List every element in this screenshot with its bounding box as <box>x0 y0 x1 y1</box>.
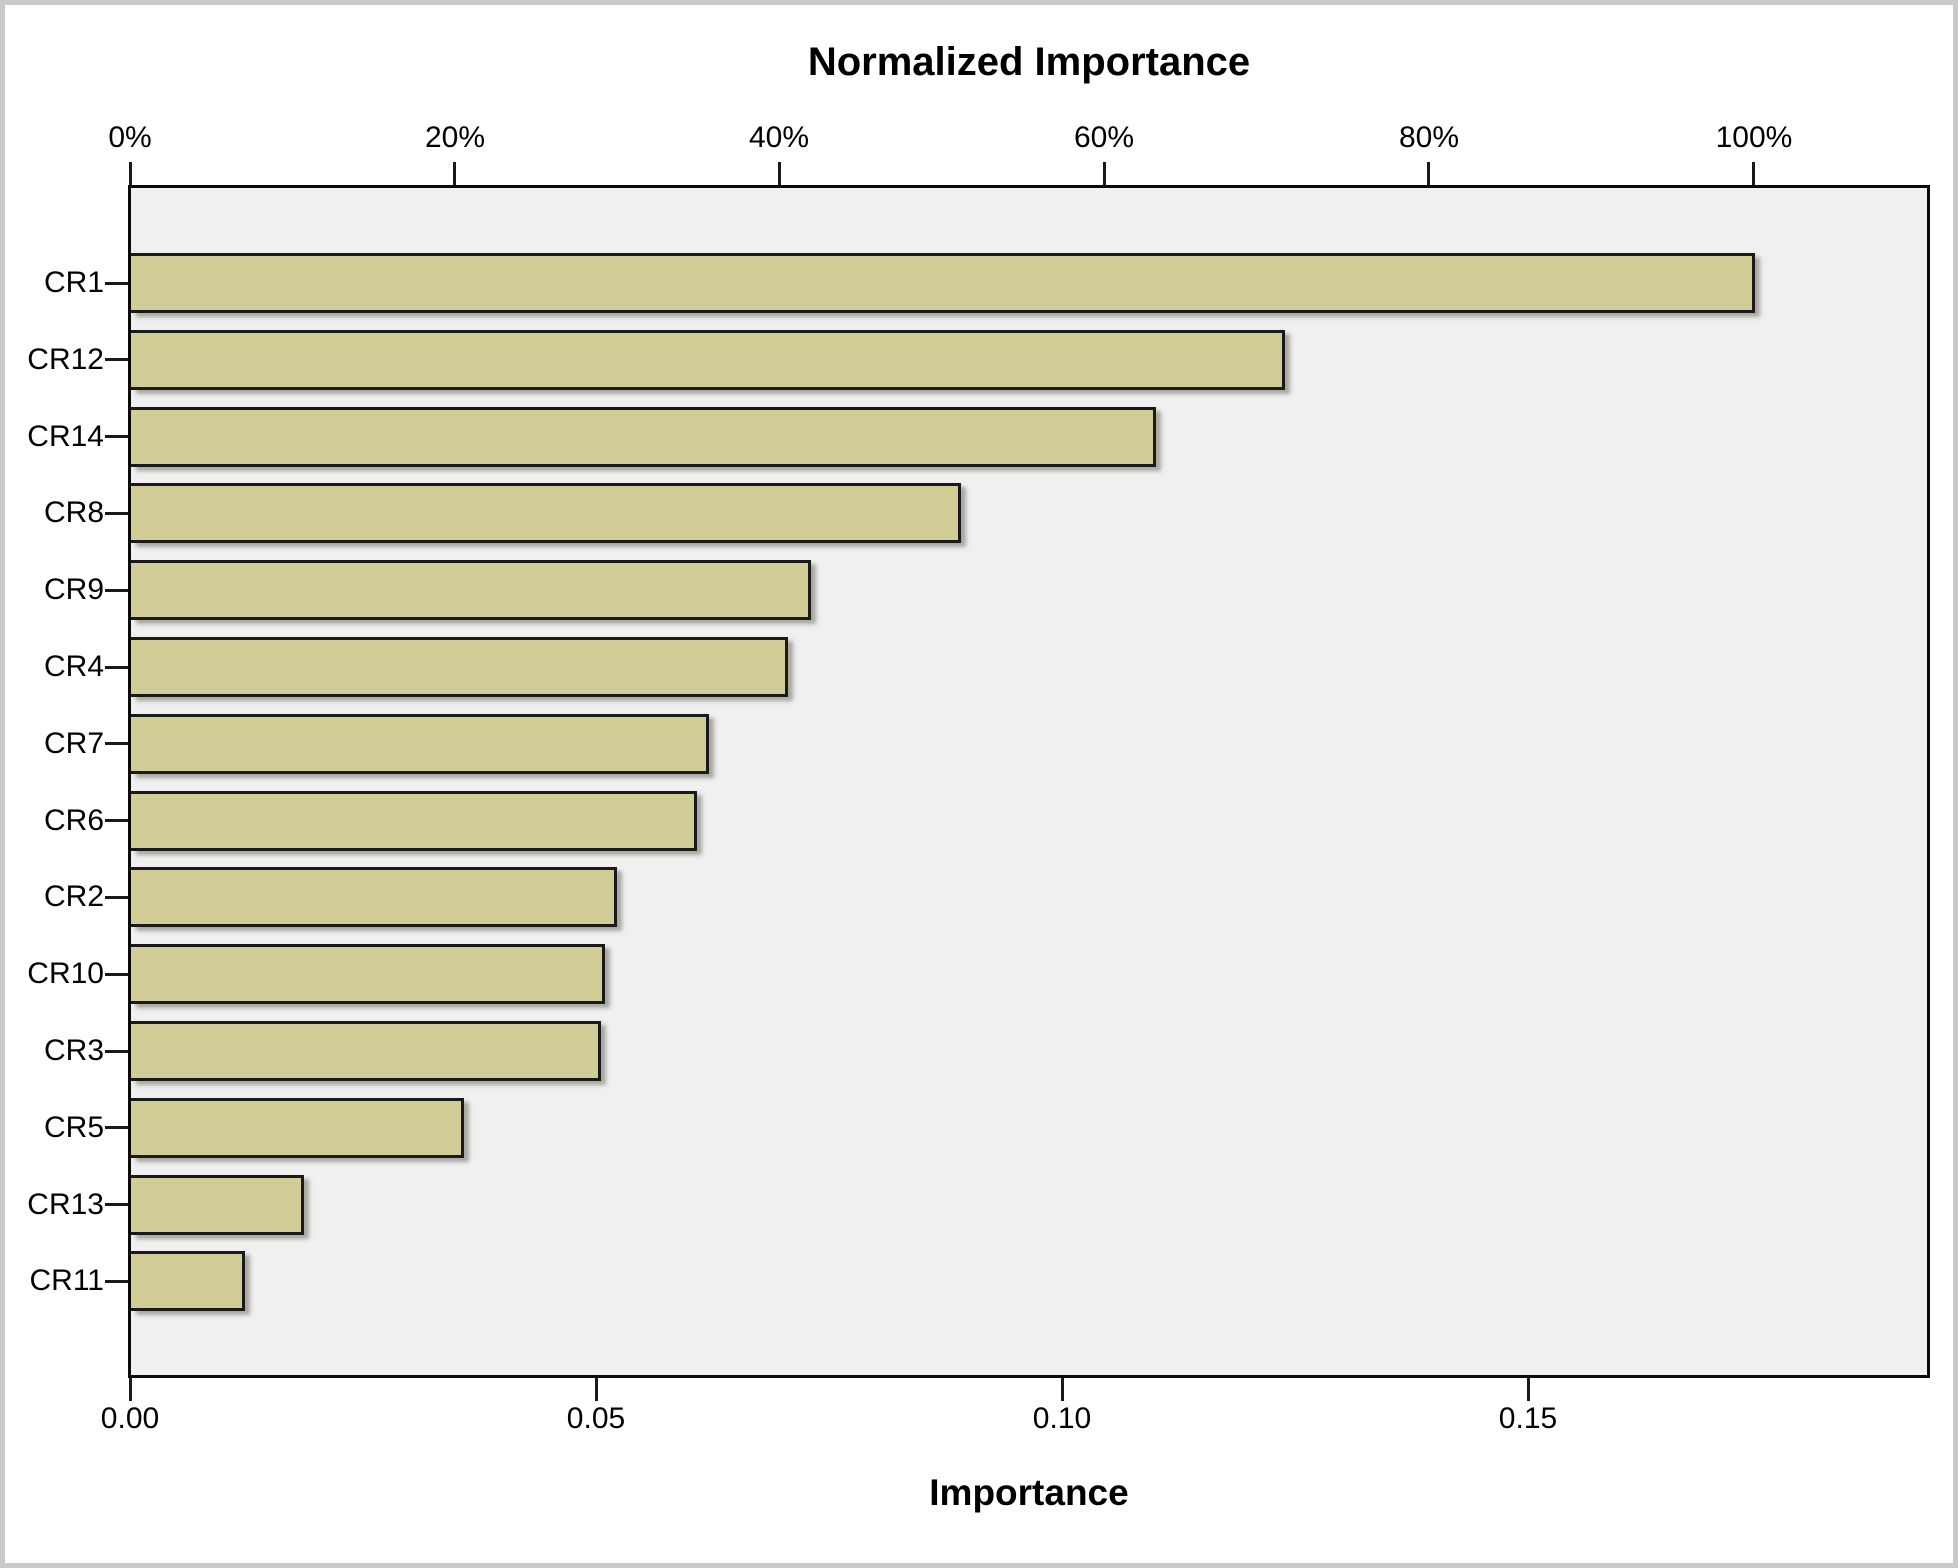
bar <box>131 329 1285 390</box>
bottom-axis-tick <box>1061 1378 1064 1401</box>
bar <box>131 713 709 774</box>
bar <box>131 406 1156 467</box>
bottom-axis-tick <box>129 1378 132 1401</box>
bar <box>131 790 697 851</box>
category-tick <box>105 1126 128 1129</box>
bottom-axis-tick <box>595 1378 598 1401</box>
bar <box>131 944 605 1005</box>
top-axis-tick-label: 40% <box>748 121 810 154</box>
top-axis-tick-label: 80% <box>1398 121 1460 154</box>
category-label: CR1 <box>43 266 104 299</box>
top-axis-tick <box>778 162 781 185</box>
category-tick <box>105 742 128 745</box>
top-axis-tick <box>1752 162 1755 185</box>
category-tick <box>105 1203 128 1206</box>
category-label: CR5 <box>43 1111 104 1144</box>
category-label: CR3 <box>43 1034 104 1067</box>
bottom-axis-tick <box>1527 1378 1530 1401</box>
category-tick <box>105 282 128 285</box>
x-axis-title: Importance <box>929 1472 1129 1513</box>
bar <box>131 1174 304 1235</box>
category-tick <box>105 896 128 899</box>
category-label: CR13 <box>27 1188 104 1221</box>
chart-title: Normalized Importance <box>807 40 1251 84</box>
category-tick <box>105 819 128 822</box>
category-tick <box>105 973 128 976</box>
top-axis-tick <box>129 162 132 185</box>
category-tick <box>105 589 128 592</box>
bottom-axis-tick-label: 0.00 <box>100 1402 160 1435</box>
bar <box>131 483 961 544</box>
top-axis-tick-label: 100% <box>1715 121 1793 154</box>
bar <box>131 867 617 928</box>
category-label: CR12 <box>27 343 104 376</box>
category-tick <box>105 1280 128 1283</box>
bar <box>131 1021 601 1081</box>
bar <box>131 637 788 697</box>
bottom-axis-tick-label: 0.15 <box>1498 1402 1558 1435</box>
bar <box>131 1097 464 1158</box>
top-axis-tick <box>1103 162 1106 185</box>
category-tick <box>105 435 128 438</box>
top-axis-tick-label: 20% <box>424 121 486 154</box>
top-axis-tick <box>453 162 456 185</box>
category-label: CR8 <box>43 496 104 529</box>
category-tick <box>105 358 128 361</box>
top-axis-tick-label: 60% <box>1073 121 1135 154</box>
category-label: CR7 <box>43 727 104 760</box>
category-label: CR4 <box>43 650 104 683</box>
category-label: CR11 <box>29 1264 104 1297</box>
category-tick <box>105 1050 128 1053</box>
category-label: CR10 <box>27 957 104 990</box>
category-label: CR14 <box>27 420 104 453</box>
category-label: CR2 <box>43 880 104 913</box>
top-axis-tick-label: 0% <box>108 121 152 154</box>
top-axis-tick <box>1427 162 1430 185</box>
bar <box>131 253 1755 313</box>
bar <box>131 560 811 621</box>
bottom-axis-tick-label: 0.10 <box>1032 1402 1092 1435</box>
plot-area <box>128 185 1930 1378</box>
category-label: CR6 <box>43 804 104 837</box>
category-label: CR9 <box>43 573 104 606</box>
category-tick <box>105 666 128 669</box>
bar <box>131 1251 245 1312</box>
bottom-axis-tick-label: 0.05 <box>566 1402 626 1435</box>
category-tick <box>105 512 128 515</box>
